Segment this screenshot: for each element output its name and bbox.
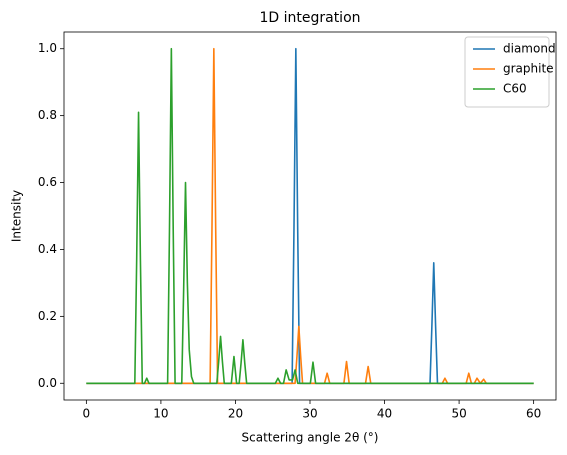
y-tick-label: 0.4 xyxy=(38,242,57,256)
y-tick-label: 1.0 xyxy=(38,41,57,55)
y-axis-label: Intensity xyxy=(10,190,24,242)
y-tick-label: 0.6 xyxy=(38,175,57,189)
y-tick-label: 0.8 xyxy=(38,108,57,122)
x-tick-label: 20 xyxy=(228,407,243,421)
chart-title: 1D integration xyxy=(259,10,360,26)
x-tick-label: 40 xyxy=(377,407,392,421)
x-axis-label: Scattering angle 2θ (°) xyxy=(242,431,379,445)
y-tick-label: 0.0 xyxy=(38,376,57,390)
x-tick-label: 10 xyxy=(153,407,168,421)
x-tick-label: 30 xyxy=(302,407,317,421)
x-tick-label: 0 xyxy=(83,407,91,421)
legend-label: graphite xyxy=(503,62,554,76)
legend-label: diamond xyxy=(503,42,556,56)
x-tick-label: 60 xyxy=(526,407,541,421)
y-tick-label: 0.2 xyxy=(38,309,57,323)
series-line xyxy=(86,47,534,385)
legend-label: C60 xyxy=(503,82,527,96)
x-tick-label: 50 xyxy=(451,407,466,421)
axes-frame xyxy=(63,31,557,401)
